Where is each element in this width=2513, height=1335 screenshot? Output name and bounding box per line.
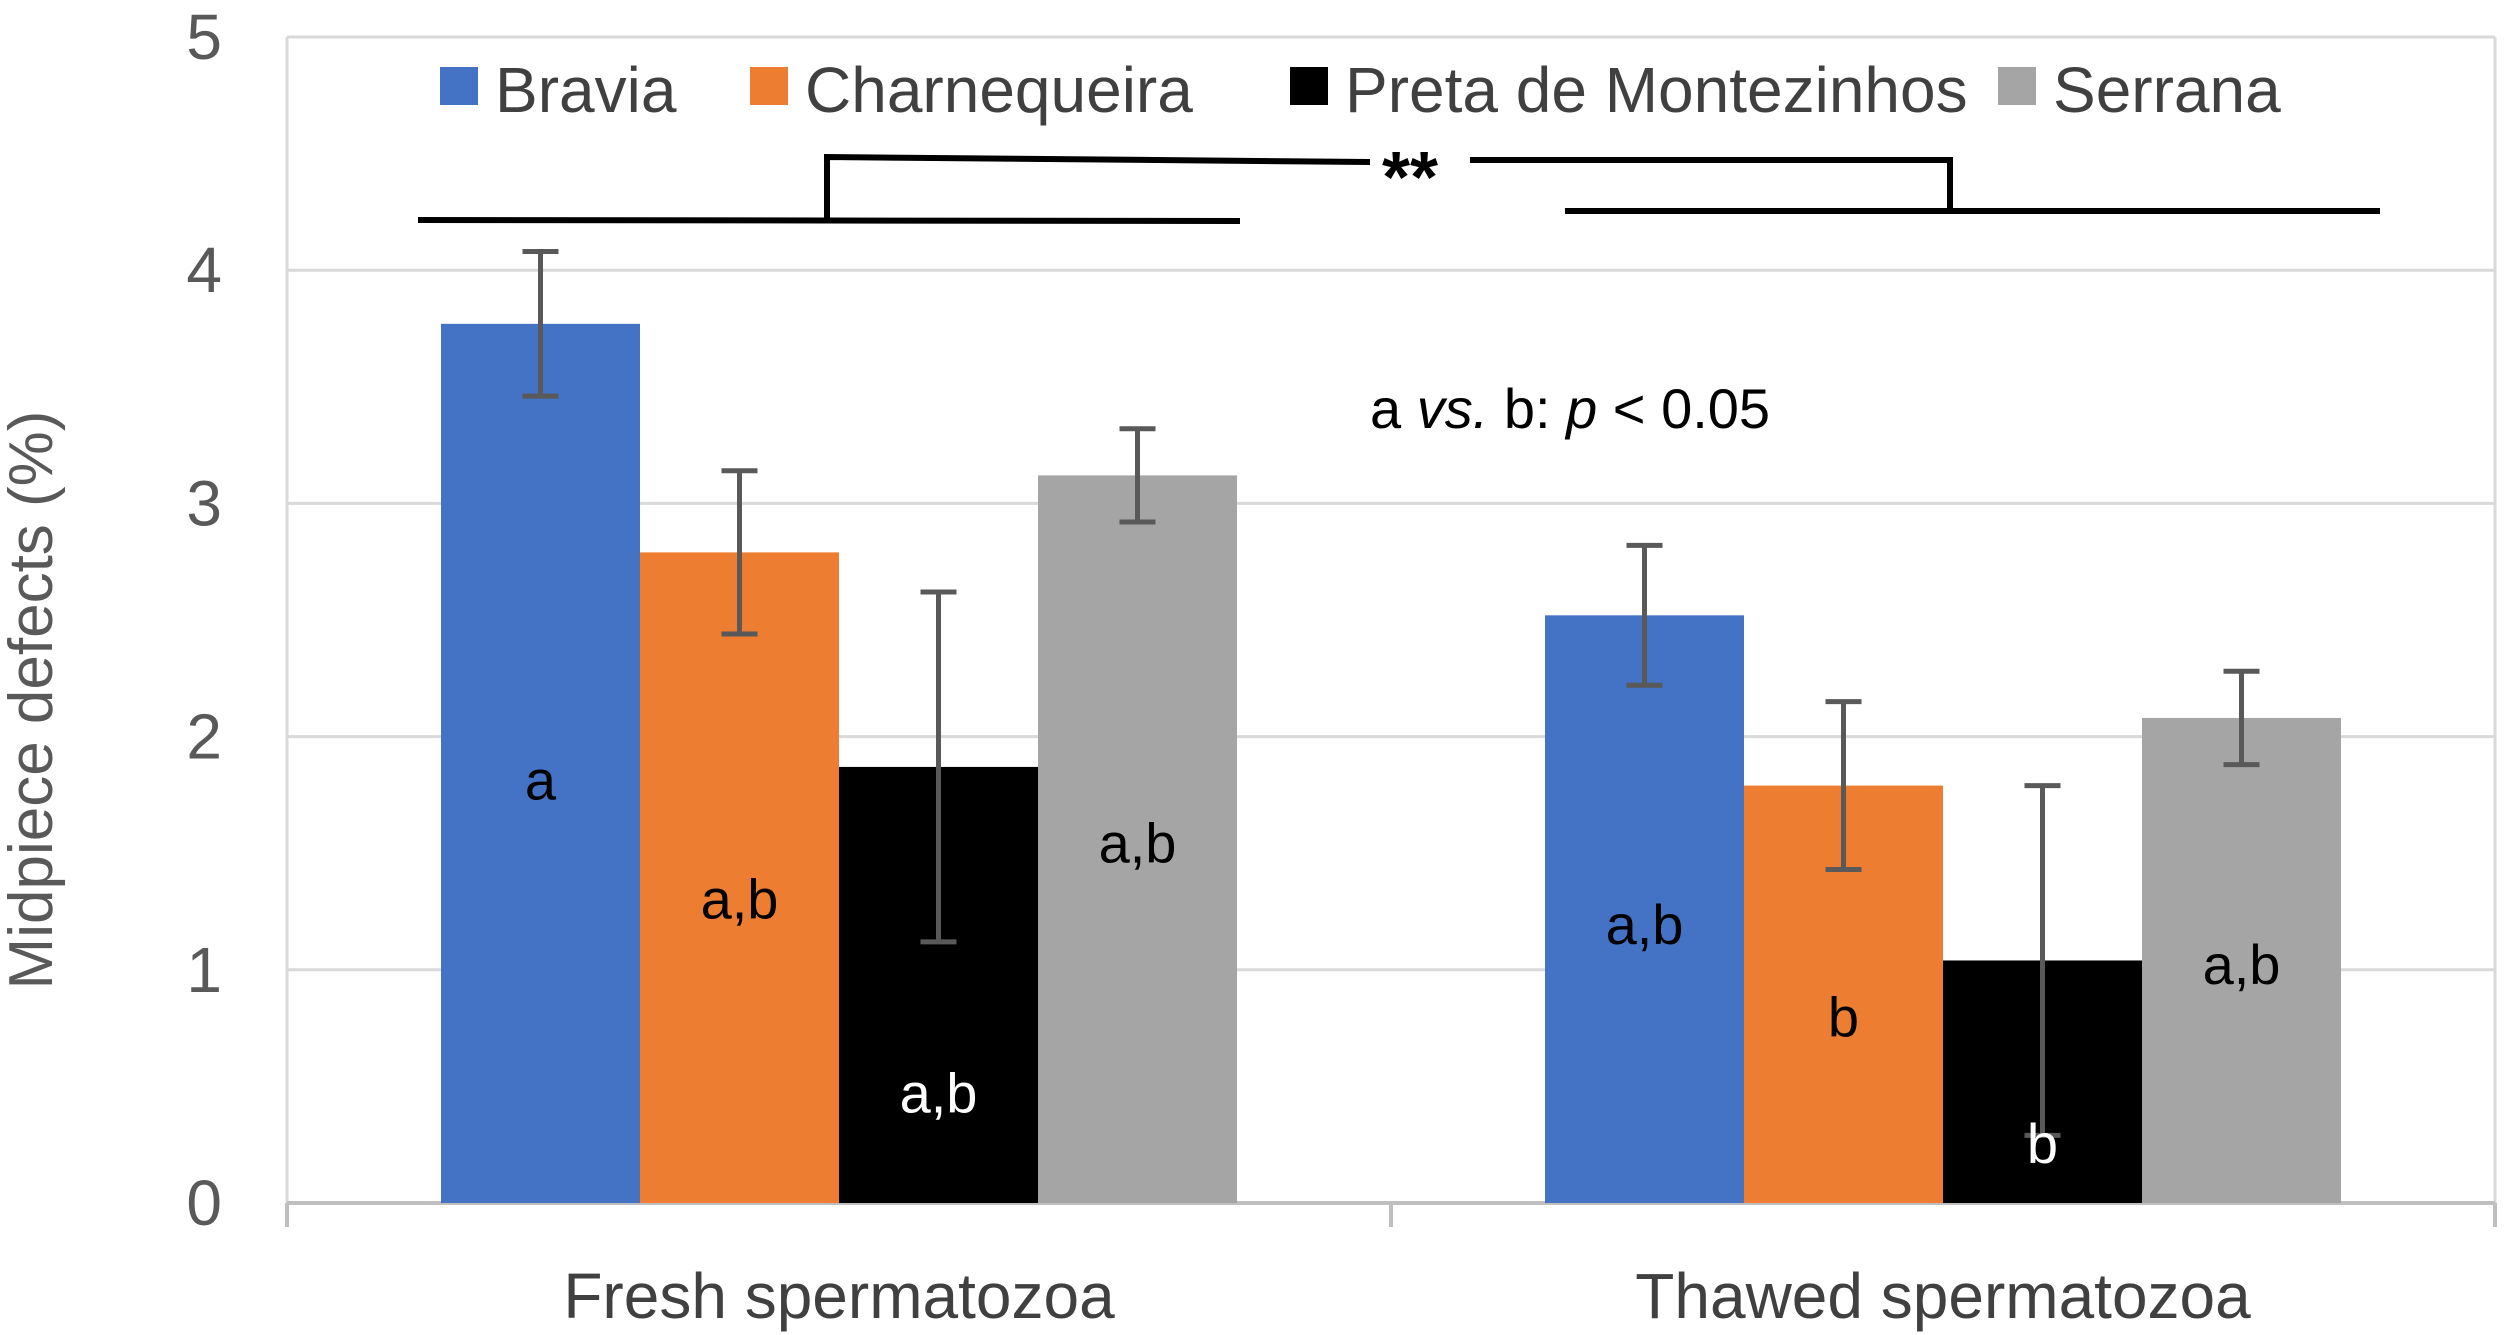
bar-label: a,b	[1099, 812, 1177, 875]
x-category-label: Fresh spermatozoa	[563, 1260, 1115, 1332]
bar-label: b	[1828, 985, 1859, 1048]
significance-bracket: **	[417, 138, 2380, 224]
legend: Bravia Charnequeira Preta de Montezinhos Se…	[440, 54, 2281, 126]
bar-label: b	[2027, 1112, 2058, 1175]
bar-labels: a a,b a,b a,b a,b b b a,b	[525, 749, 2281, 1175]
bar-label: a,b	[2203, 933, 2281, 996]
category-labels: Fresh spermatozoa Thawed spermatozoa	[563, 1260, 2251, 1332]
y-tick-label: 4	[186, 234, 222, 306]
bars	[441, 323, 2341, 1203]
significance-note: a vs. b: p < 0.05	[1370, 377, 1770, 440]
y-tick-label: 0	[186, 1167, 222, 1239]
legend-label: Preta de Montezinhos	[1345, 54, 1968, 126]
y-tick-label: 3	[186, 467, 222, 539]
legend-swatch	[1998, 67, 2036, 105]
legend-swatch	[440, 67, 478, 105]
bar-label: a,b	[701, 867, 779, 930]
bracket-fresh-line	[417, 217, 1241, 224]
bar	[441, 323, 640, 1203]
y-axis-title: Midpiece defects (%)	[0, 411, 66, 990]
bar	[640, 552, 839, 1203]
y-tick-labels: 0 1 2 3 4 5	[186, 1, 222, 1239]
y-tick-label: 1	[186, 934, 222, 1006]
error-bars	[522, 249, 2260, 1138]
bracket-connector	[824, 153, 1953, 220]
legend-swatch	[750, 67, 788, 105]
bar	[2142, 717, 2341, 1203]
x-category-label: Thawed spermatozoa	[1635, 1260, 2251, 1332]
bar	[1038, 475, 1237, 1203]
y-tick-label: 5	[186, 1, 222, 73]
legend-label: Bravia	[495, 54, 677, 126]
bar-label: a,b	[900, 1061, 978, 1124]
y-tick-label: 2	[186, 701, 222, 773]
bar-label: a,b	[1606, 893, 1684, 956]
bar	[1545, 615, 1744, 1203]
bar-label: a	[525, 749, 557, 812]
legend-label: Charnequeira	[805, 54, 1193, 126]
legend-label: Serrana	[2053, 54, 2281, 126]
legend-swatch	[1290, 67, 1328, 105]
bracket-label: **	[1382, 138, 1438, 218]
